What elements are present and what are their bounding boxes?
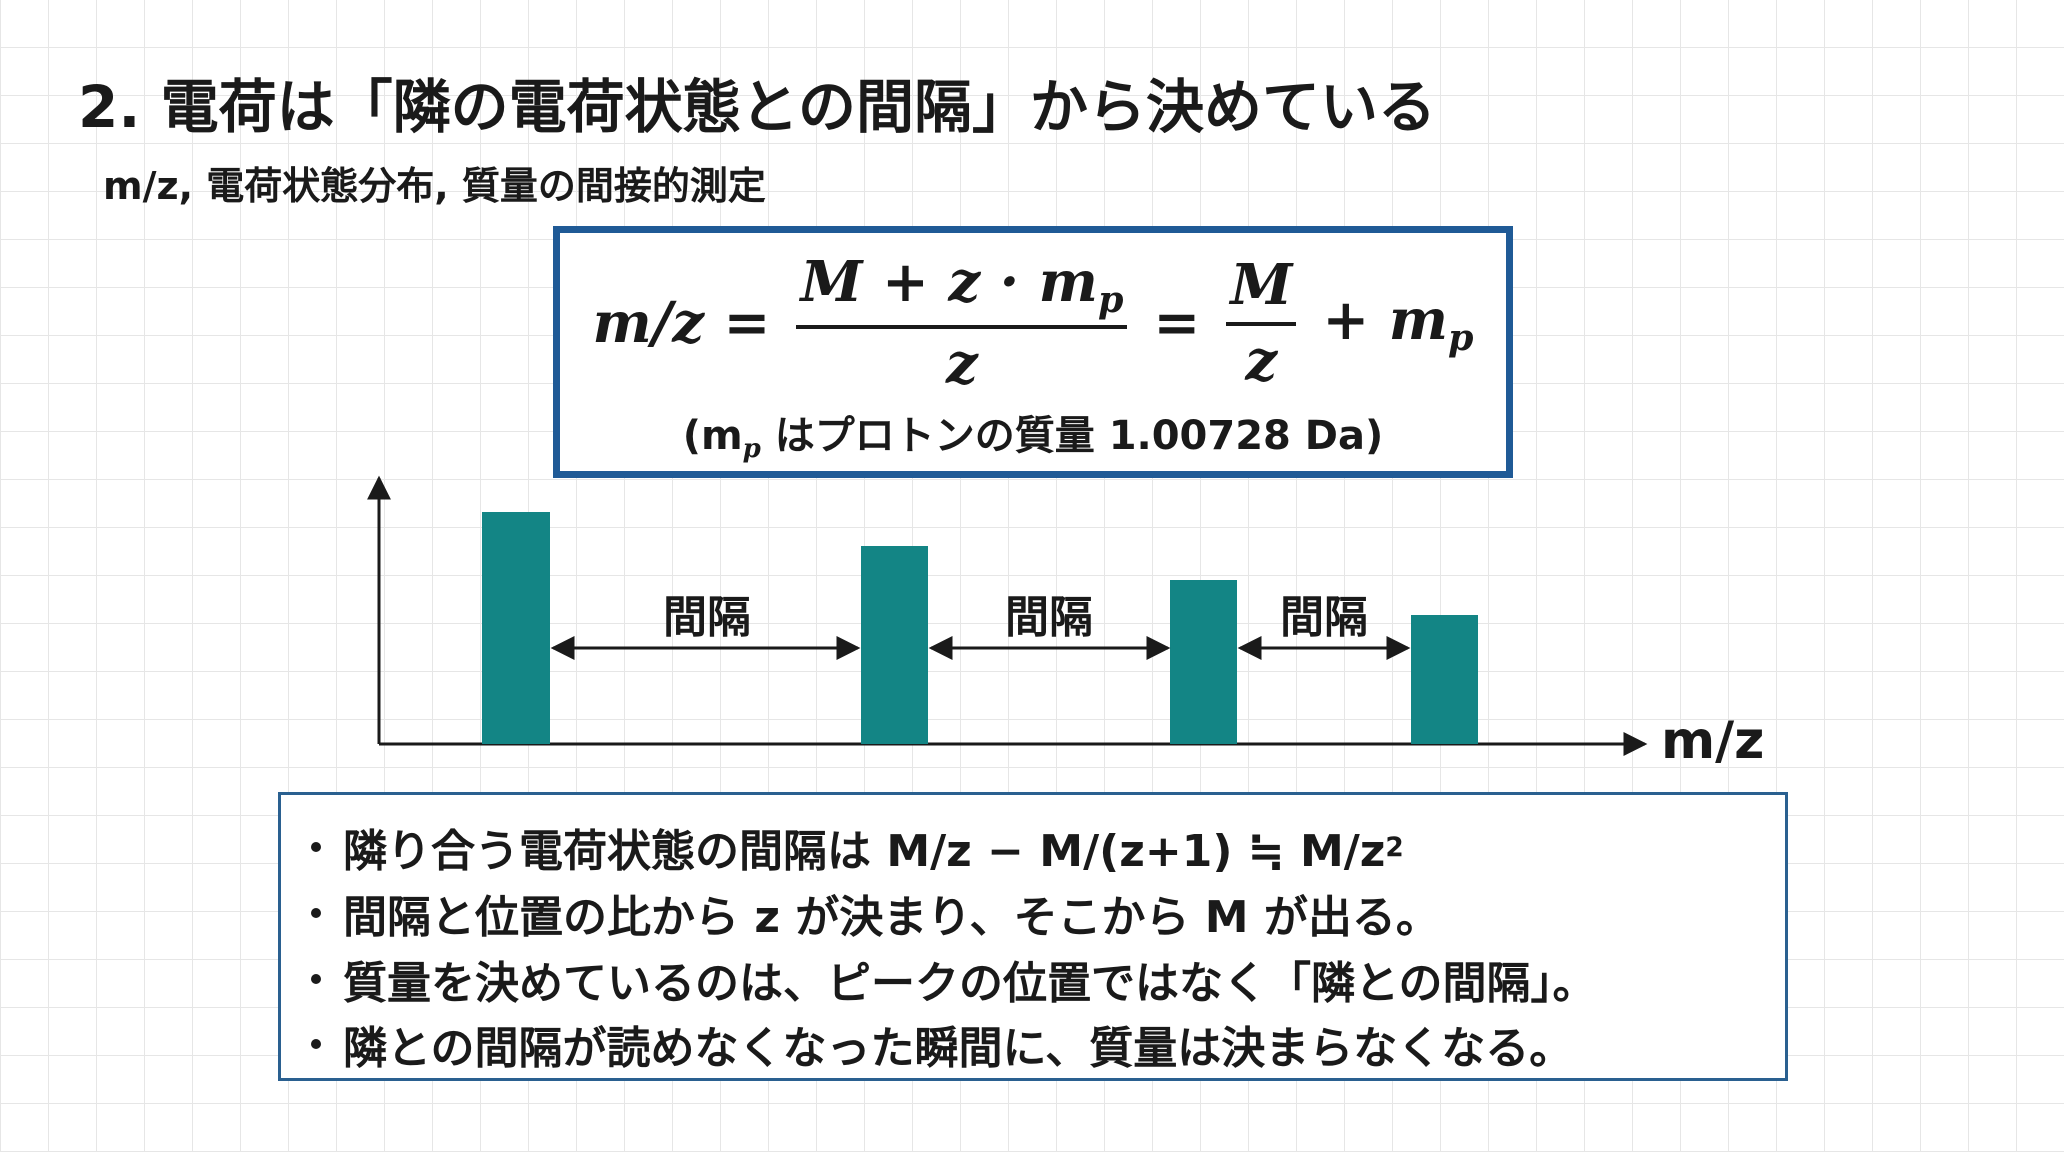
bullet-dot <box>311 908 321 918</box>
bullet-text: 隣り合う電荷状態の間隔は M/z − M/(z+1) ≒ M/z <box>343 826 1386 877</box>
bullet: 隣り合う電荷状態の間隔は M/z − M/(z+1) ≒ M/z 2 <box>311 815 1404 879</box>
numerator: M + z · mp <box>796 249 1128 329</box>
formula-note: (mp はプロトンの質量 1.00728 Da) <box>560 403 1506 464</box>
equals: = <box>1153 289 1201 356</box>
peak <box>1411 615 1478 744</box>
bullet-dot <box>311 842 321 852</box>
bullet: 質量を決めているのは、ピークの位置ではなく「隣との間隔」。 <box>311 947 1597 1011</box>
bullet: 間隔と位置の比から z が決まり、そこから M が出る。 <box>311 881 1440 945</box>
bullet-dot <box>311 974 321 984</box>
tail-text: + m <box>1322 287 1448 353</box>
bullet-box: 隣り合う電荷状態の間隔は M/z − M/(z+1) ≒ M/z 2 間隔と位置の… <box>278 792 1788 1081</box>
bullet: 隣との間隔が読めなくなった瞬間に、質量は決まらなくなる。 <box>311 1012 1573 1076</box>
bullet-text: 間隔と位置の比から z が決まり、そこから M が出る。 <box>343 892 1440 943</box>
formula-box: m/z = M + z · mp z = M z + mp (mp はプロトンの… <box>553 226 1513 478</box>
x-axis-label: m/z <box>1661 711 1764 771</box>
denominator: z <box>1245 327 1278 394</box>
gap-label: 間隔 <box>1280 592 1368 643</box>
peak <box>861 546 928 744</box>
subscript: p <box>1447 315 1474 359</box>
formula-tail: + mp <box>1322 287 1473 359</box>
note-rest: はプロトンの質量 1.00728 Da) <box>760 413 1384 459</box>
superscript: 2 <box>1385 831 1404 863</box>
peak <box>1170 580 1237 744</box>
formula: m/z = M + z · mp z = M z + mp <box>560 249 1506 397</box>
peak <box>482 512 550 744</box>
gap-label: 間隔 <box>663 592 751 643</box>
title: 2. 電荷は「隣の電荷状態との間隔」から決めている <box>78 73 1437 141</box>
denominator: z <box>946 330 978 397</box>
note-open: (m <box>682 413 743 459</box>
bullet-text: 質量を決めているのは、ピークの位置ではなく「隣との間隔」。 <box>343 958 1597 1009</box>
numerator: M <box>1226 252 1297 326</box>
subscript: p <box>1097 277 1124 321</box>
fraction: M z <box>1226 252 1297 394</box>
bullet-text: 隣との間隔が読めなくなった瞬間に、質量は決まらなくなる。 <box>343 1023 1574 1074</box>
fraction: M + z · mp z <box>796 249 1128 397</box>
numerator-text: M + z · m <box>800 249 1098 315</box>
bullet-dot <box>311 1039 321 1049</box>
subtitle: m/z, 電荷状態分布, 質量の間接的測定 <box>103 164 766 208</box>
subscript: p <box>742 433 761 464</box>
gap-label: 間隔 <box>1005 592 1093 643</box>
formula-lhs: m/z = <box>592 289 771 356</box>
